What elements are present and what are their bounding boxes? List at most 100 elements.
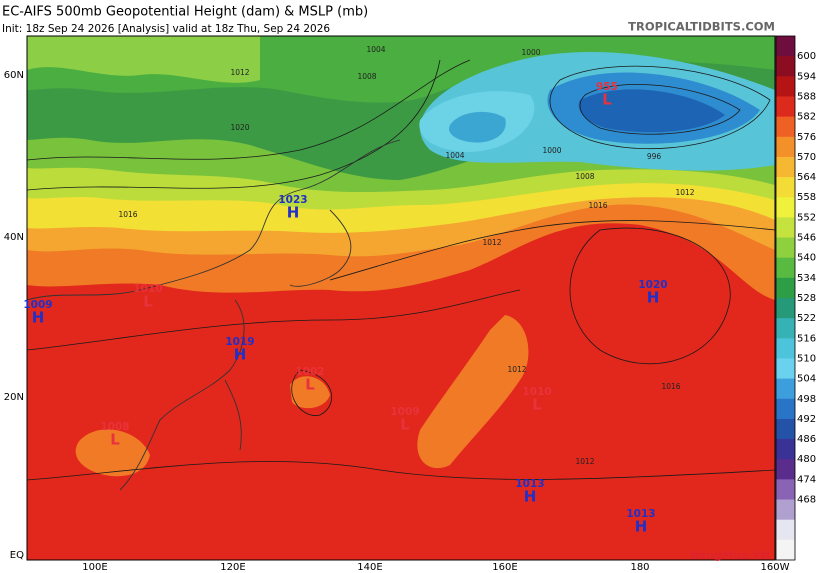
center-value: 1010 xyxy=(522,386,551,398)
isobar-label: 1000 xyxy=(521,48,540,57)
isobar-label: 1004 xyxy=(445,151,464,160)
colorbar-cell xyxy=(776,318,795,339)
isobar-label: 1004 xyxy=(366,45,385,54)
colorbar-cell xyxy=(776,378,795,400)
isobar-label: 1012 xyxy=(675,188,694,197)
colorbar-cell xyxy=(776,418,795,440)
colorbar-cell xyxy=(776,76,795,97)
center-symbol: H xyxy=(635,518,648,536)
colorbar-cell xyxy=(776,277,795,299)
lat-label: EQ xyxy=(10,550,24,561)
colorbar-cell xyxy=(776,539,795,561)
center-symbol: H xyxy=(234,346,247,364)
center-value: 1023 xyxy=(278,194,307,206)
center-symbol: L xyxy=(305,376,315,394)
isobar-label: 1012 xyxy=(230,68,249,77)
map-title: EC-AIFS 500mb Geopotential Height (dam) … xyxy=(2,5,368,20)
lon-label: 100E xyxy=(82,562,107,573)
colorbar-label: 528 xyxy=(797,293,816,304)
center-symbol: L xyxy=(532,396,542,414)
colorbar-cell xyxy=(776,459,795,480)
colorbar-frame xyxy=(775,35,796,561)
isobar-label: 996 xyxy=(647,152,662,161)
center-value: 1013 xyxy=(515,478,544,490)
center-value: 1010 xyxy=(133,283,162,295)
isobar-label: 1016 xyxy=(588,201,607,210)
colorbar-label: 480 xyxy=(797,454,816,465)
center-symbol: H xyxy=(32,309,45,327)
lon-label: 160E xyxy=(492,562,517,573)
center-symbol: L xyxy=(110,431,120,449)
coastlines xyxy=(27,139,401,491)
lon-label: 140E xyxy=(357,562,382,573)
center-symbol: L xyxy=(602,91,612,109)
field-orange-patch xyxy=(75,429,150,477)
colorbar-cell xyxy=(776,156,795,178)
field-darkblue xyxy=(578,89,725,133)
center-symbol: H xyxy=(647,289,660,307)
isobar-label: 1012 xyxy=(507,365,526,374)
colorbar-label: 552 xyxy=(797,212,816,223)
center-value: 1009 xyxy=(23,299,52,311)
isobar-label: 1012 xyxy=(575,457,594,466)
colorbar-label: 588 xyxy=(797,91,816,102)
colorbar-cell xyxy=(776,439,795,460)
colorbar-label: 510 xyxy=(797,353,816,364)
center-symbol: L xyxy=(143,293,153,311)
colorbar-cell xyxy=(776,36,795,57)
colorbar-label: 558 xyxy=(797,192,816,203)
isobar-label: 1020 xyxy=(230,123,249,132)
isobar-label: 1000 xyxy=(542,146,561,155)
lon-label: 160W xyxy=(761,562,790,573)
colorbar-label: 468 xyxy=(797,495,816,506)
colorbar-label: 504 xyxy=(797,374,816,385)
isobars xyxy=(27,59,775,481)
colorbar-cell xyxy=(776,358,795,380)
watermark: NangMua.VN xyxy=(690,549,770,562)
colorbar-cell xyxy=(776,398,795,420)
colorbar-cell xyxy=(776,116,795,138)
center-value: 1002 xyxy=(295,366,324,378)
colorbar-cell xyxy=(776,257,795,279)
center-value: 1019 xyxy=(225,336,254,348)
field-orange-small xyxy=(290,376,330,409)
colorbar-label: 546 xyxy=(797,233,816,244)
colorbar-cell xyxy=(776,499,795,521)
center-value: 1009 xyxy=(390,406,419,418)
colorbar-cell xyxy=(776,136,795,158)
colorbar-label: 486 xyxy=(797,434,816,445)
colorbar-label: 576 xyxy=(797,132,816,143)
colorbar-label: 540 xyxy=(797,253,816,264)
map-frame xyxy=(26,35,776,561)
center-value: 955 xyxy=(596,81,618,93)
colorbar-label: 594 xyxy=(797,71,816,82)
colorbar-cell xyxy=(776,96,795,118)
colorbar-label: 492 xyxy=(797,414,816,425)
isobar-label: 1008 xyxy=(357,72,376,81)
colorbar-cell xyxy=(776,56,795,77)
lon-label: 180 xyxy=(630,562,649,573)
colorbar-label: 570 xyxy=(797,152,816,163)
colorbar-label: 516 xyxy=(797,333,816,344)
center-symbol: H xyxy=(524,488,537,506)
field-orange-tongue xyxy=(417,315,529,469)
lat-label: 20N xyxy=(4,392,24,403)
colorbar-label: 534 xyxy=(797,273,816,284)
overlays: 60N 40N 20N EQ 100E 120E 140E 160E 180 160W 600 594… xyxy=(4,35,816,573)
colorbar-label: 522 xyxy=(797,313,816,324)
colorbar-cell xyxy=(776,177,795,198)
field-lime-north xyxy=(27,36,260,83)
lon-label: 120E xyxy=(220,562,245,573)
colorbar-cell xyxy=(776,217,795,239)
center-symbol: L xyxy=(400,416,410,434)
isobar-label: 1012 xyxy=(482,238,501,247)
map-field xyxy=(27,36,775,560)
center-value: 1020 xyxy=(638,279,667,291)
isobar-label: 1016 xyxy=(661,382,680,391)
source-credit: TROPICALTIDBITS.COM xyxy=(628,20,775,34)
colorbar-cell xyxy=(776,519,795,541)
colorbar-label: 564 xyxy=(797,172,816,183)
map-subtitle: Init: 18z Sep 24 2026 [Analysis] valid a… xyxy=(2,23,330,35)
isobar-label: 1008 xyxy=(575,172,594,181)
